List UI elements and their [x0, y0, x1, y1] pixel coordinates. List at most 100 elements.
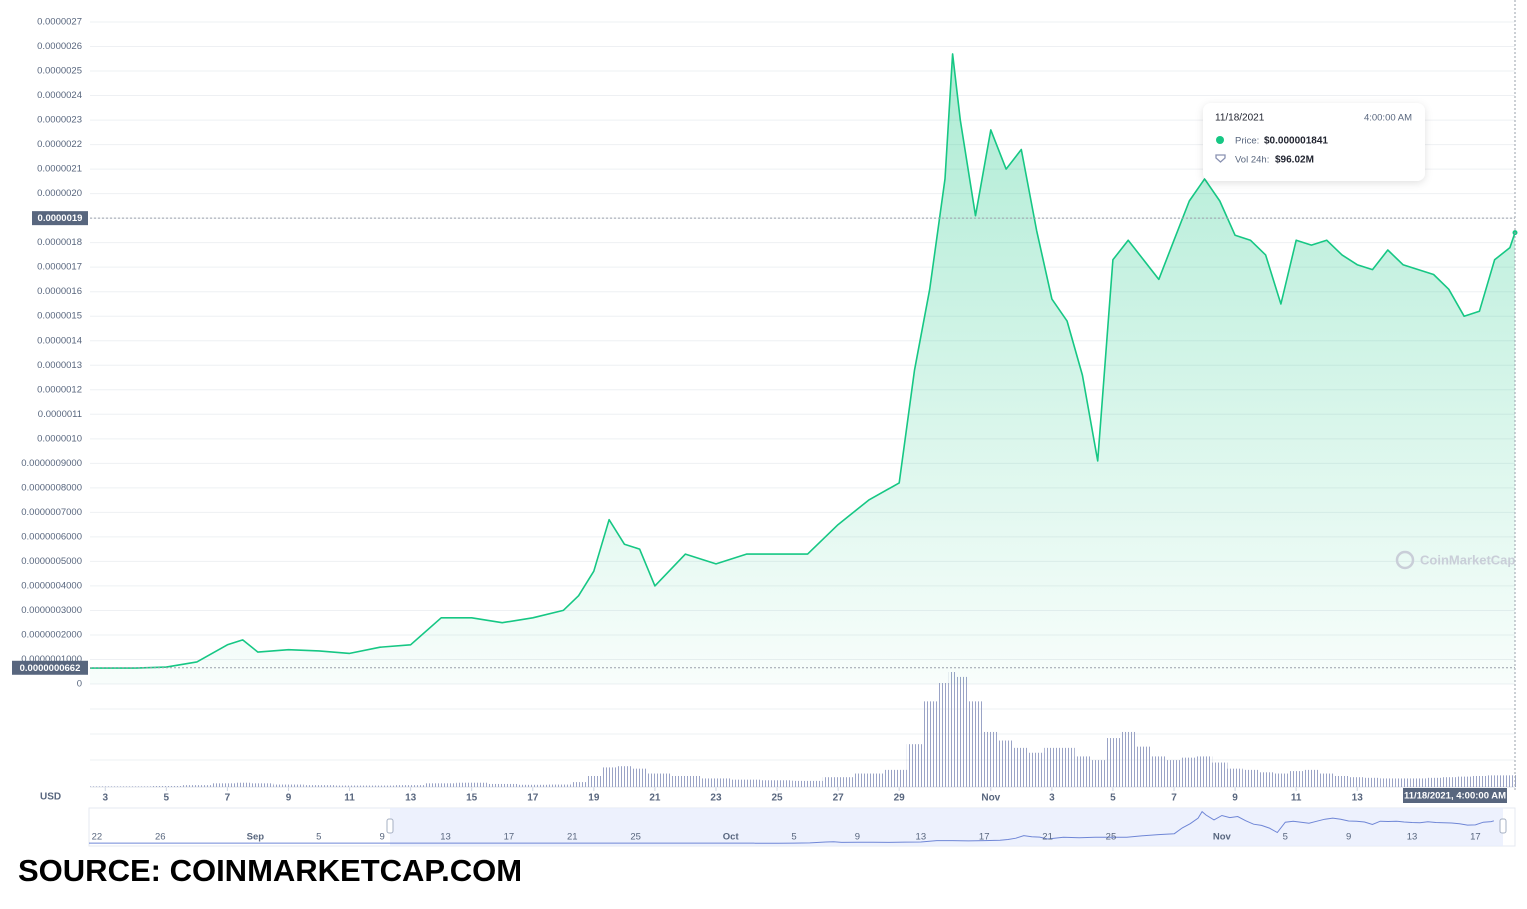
volume-bar [1425, 777, 1442, 787]
volume-bar [486, 783, 518, 787]
tooltip-price-dot [1216, 136, 1224, 144]
volume-bar [616, 766, 633, 787]
volume-bar [956, 676, 968, 787]
navigator-tick-label: 26 [155, 832, 166, 843]
tooltip-price: $0.000001841 [1264, 136, 1328, 147]
volume-bar [1410, 778, 1426, 787]
volume-bar [948, 672, 957, 787]
navigator-tick-label: 5 [316, 832, 321, 843]
volume-bar [1059, 747, 1075, 787]
volume-bar [1242, 769, 1258, 787]
navigator-tick-label: 13 [440, 832, 451, 843]
tooltip-box [1203, 103, 1425, 181]
volume-bar [425, 783, 457, 787]
price-area [90, 53, 1515, 684]
volume-bar [1441, 777, 1457, 787]
volume-bar [97, 786, 121, 787]
navigator-handle[interactable] [386, 818, 394, 834]
x-tick-label: 9 [1232, 793, 1238, 804]
x-tick-label: 13 [1352, 793, 1364, 804]
volume-bar [822, 777, 854, 787]
volume-bar [922, 701, 938, 787]
y-tick-label: 0.0000011 [38, 409, 82, 420]
y-tick-label: 0.0000017 [37, 262, 82, 273]
y-tick-label: 0.0000027 [37, 17, 82, 28]
volume-bar [1135, 746, 1152, 787]
tooltip-price-label: Price: [1235, 136, 1259, 147]
x-tick-label: 3 [102, 793, 108, 804]
y-tick-label: 0.0000005000 [21, 556, 82, 567]
y-tick-label: 0.0000004000 [21, 580, 82, 591]
volume-bar [151, 786, 182, 787]
y-tick-label: 0.0000021 [37, 164, 82, 175]
volume-bar [1288, 771, 1304, 787]
tooltip-volume-icon [1215, 154, 1226, 163]
y-tick-label: 0.0000023 [37, 115, 82, 126]
y-tick-label: 0.0000026 [37, 41, 82, 52]
volume-bar [998, 740, 1014, 787]
navigator-tick-label: 9 [855, 832, 860, 843]
navigator-tick-label: 25 [1106, 832, 1117, 843]
volume-bar [120, 786, 152, 787]
volume-bar [90, 786, 98, 787]
navigator-tick-label: Oct [723, 832, 740, 843]
x-tick-label: 11 [1291, 793, 1302, 804]
x-tick-label: 3 [1049, 793, 1055, 804]
volume-bar [853, 773, 884, 787]
x-tick-label: Nov [981, 793, 1000, 804]
watermark-text: CoinMarketCap [1420, 552, 1515, 567]
navigator-window[interactable] [390, 808, 1503, 846]
tooltip-volume: $96.02M [1275, 155, 1314, 166]
y-tick-label: 0.0000001000 [21, 654, 82, 665]
volume-bar [303, 785, 335, 787]
y-tick-label: 0.0000022 [37, 139, 82, 150]
y-tick-label: 0.0000020 [37, 188, 82, 199]
volume-bar [601, 767, 617, 787]
volume-bar [1273, 773, 1289, 787]
price-badge [32, 211, 88, 226]
volume-bar [1334, 775, 1350, 787]
volume-bar [700, 778, 732, 787]
navigator-tick-label: 13 [916, 832, 927, 843]
navigator-tick-label: 9 [379, 832, 384, 843]
navigator-tick-label: 5 [791, 832, 796, 843]
volume-bar [395, 785, 426, 787]
volume-bar [1512, 775, 1516, 787]
navigator-tick-label: 22 [92, 832, 103, 843]
y-tick-label: 0.0000013 [37, 360, 82, 371]
x-tick-label: 5 [1110, 793, 1116, 804]
volume-bar [1380, 778, 1396, 787]
volume-bar [1166, 760, 1182, 787]
volume-bar [456, 782, 487, 787]
navigator-tick-label: 21 [567, 832, 578, 843]
x-tick-label: 21 [649, 793, 661, 804]
time-badge-label: 11/18/2021, 4:00:00 AM [1404, 791, 1506, 802]
y-tick-label: 0.0000007000 [21, 507, 82, 518]
volume-bar [883, 769, 907, 787]
y-tick-label: 0.0000015 [37, 311, 82, 322]
x-tick-label: 5 [164, 793, 170, 804]
y-tick-label: 0.0000018 [37, 237, 82, 248]
navigator-tick-label: 17 [504, 832, 515, 843]
volume-bar [1303, 769, 1320, 787]
navigator-handle[interactable] [1499, 818, 1507, 834]
source-note: SOURCE: COINMARKETCAP.COM [18, 853, 522, 888]
navigator-tick-label: 21 [1042, 832, 1053, 843]
volume-bar [632, 768, 648, 787]
volume-bar [731, 779, 762, 787]
volume-bar [250, 783, 274, 787]
navigator-tick-label: 25 [630, 832, 641, 843]
y-tick-label: 0.0000025 [37, 66, 82, 77]
volume-bar [1196, 756, 1213, 787]
x-tick-label: 9 [286, 793, 292, 804]
volume-bar [1013, 747, 1029, 787]
volume-bar [1471, 775, 1488, 787]
time-badge [1403, 788, 1507, 803]
navigator-tick-label: 17 [979, 832, 990, 843]
price-line [90, 53, 1516, 669]
y-tick-label: 0.0000016 [37, 286, 82, 297]
volume-bar [1105, 738, 1121, 787]
volume-bar [586, 775, 602, 787]
y-tick-label: 0.0000009000 [21, 458, 82, 469]
volume-bar [1151, 756, 1167, 787]
